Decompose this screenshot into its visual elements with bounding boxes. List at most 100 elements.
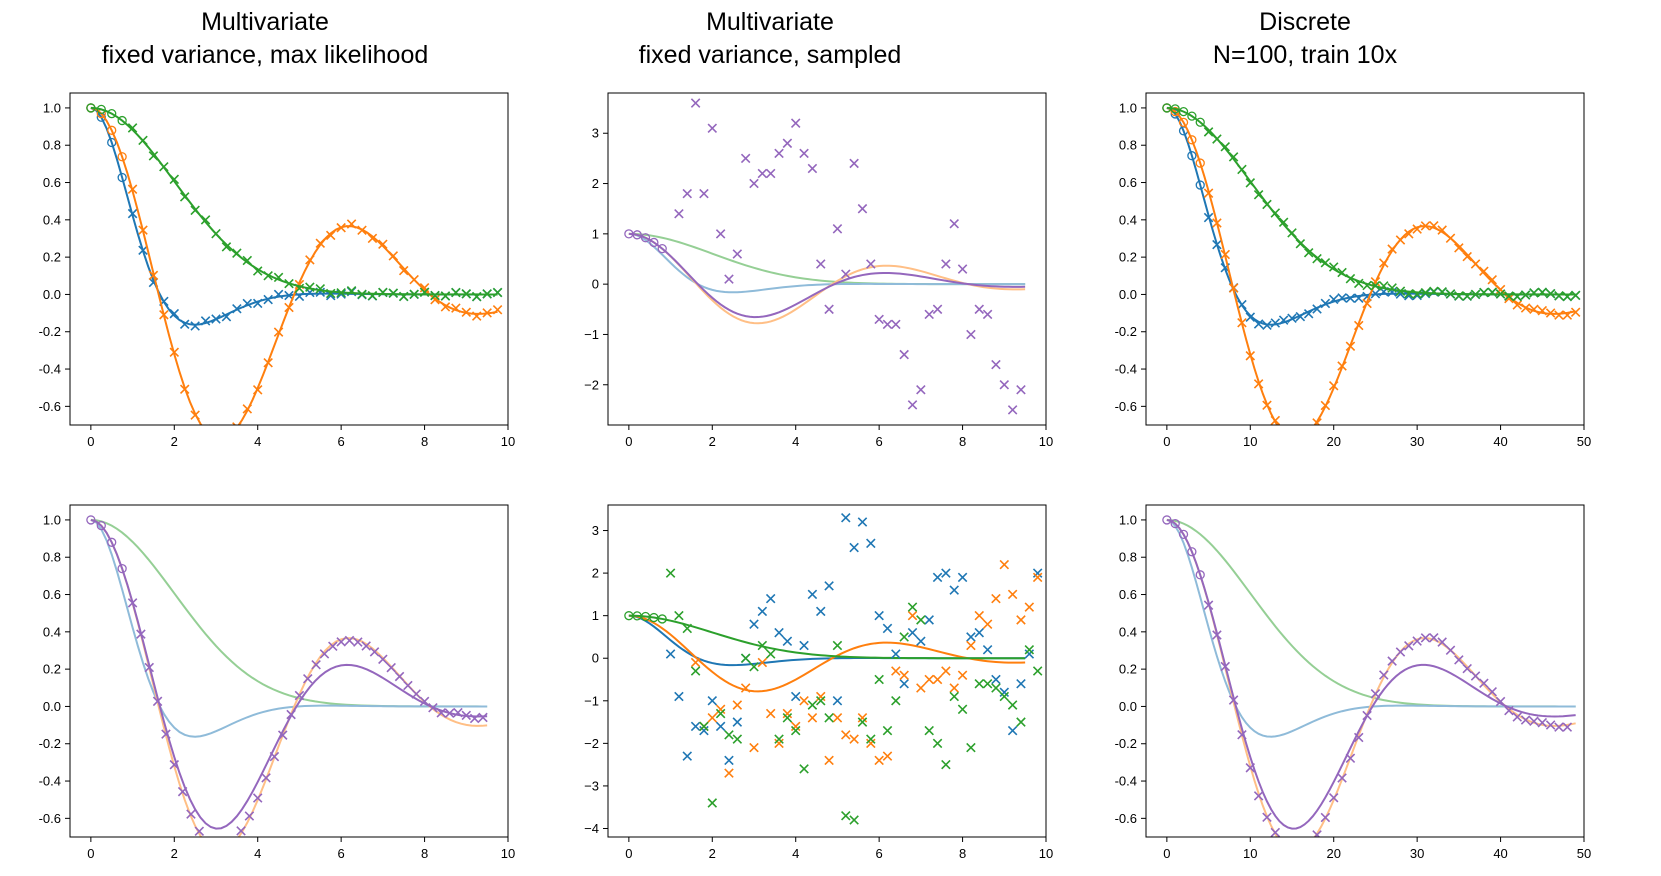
sample-point-green xyxy=(866,734,876,744)
y-tick-label: −1 xyxy=(584,327,599,342)
sample-point-blue xyxy=(732,717,743,727)
data-point-blue xyxy=(169,308,180,319)
data-point-orange xyxy=(1345,341,1356,351)
data-point-orange xyxy=(1429,220,1439,231)
data-point-orange xyxy=(1454,243,1464,253)
data-point-orange xyxy=(201,424,210,425)
plot-area xyxy=(86,515,488,851)
data-point-green xyxy=(294,283,305,294)
y-tick-label: 0 xyxy=(592,651,599,666)
sample-point-blue xyxy=(974,627,985,638)
data-point-green xyxy=(1212,134,1222,144)
chart-panel-row1-col1: 0 2 4 6 8 10 -0.6 -0.4 -0.2 0.0 0.2 0.4 0.6 0.8 1.0 xyxy=(39,92,515,449)
data-point-purple-samples xyxy=(1554,722,1564,732)
y-tick-label: −1 xyxy=(584,693,599,708)
data-point-blue xyxy=(263,294,273,305)
sample-point-purple xyxy=(699,188,709,199)
y-tick-label: -0.6 xyxy=(39,399,61,414)
sample-point-orange xyxy=(1007,589,1018,600)
sample-point-green xyxy=(674,610,684,621)
data-point-orange xyxy=(1304,431,1312,439)
plot-area xyxy=(86,103,503,443)
sample-point-blue xyxy=(665,649,676,659)
data-point-purple-samples xyxy=(1296,848,1304,856)
data-point-purple-samples xyxy=(286,709,296,720)
data-point-blue xyxy=(294,291,305,302)
sample-point-orange xyxy=(740,683,751,693)
sample-point-blue xyxy=(899,679,909,689)
data-point-purple-tail xyxy=(453,707,463,718)
axes-frame xyxy=(1145,92,1585,426)
data-point-purple-samples xyxy=(1395,647,1406,657)
sample-point-purple xyxy=(790,118,801,128)
x-tick-label: 4 xyxy=(792,846,799,861)
axes-frame xyxy=(69,92,509,426)
sample-point-orange xyxy=(874,755,884,766)
y-tick-label: -0.6 xyxy=(1115,811,1137,826)
sample-point-purple xyxy=(715,229,726,239)
series-line-purple xyxy=(628,232,1026,319)
data-point-green xyxy=(1404,288,1414,299)
data-point-purple-samples xyxy=(277,730,288,740)
sample-point-purple xyxy=(941,259,951,269)
data-point-green xyxy=(169,174,180,185)
series-line-green xyxy=(628,614,1026,660)
data-point-purple-samples xyxy=(411,689,421,699)
sample-point-blue xyxy=(832,696,843,706)
data-point-purple-samples xyxy=(1454,655,1464,665)
sample-point-blue xyxy=(1016,679,1026,689)
sample-point-blue xyxy=(866,538,876,549)
data-point-orange xyxy=(1404,229,1414,239)
data-point-purple-samples xyxy=(319,649,330,659)
sample-point-blue xyxy=(699,725,709,736)
x-tick-label: 2 xyxy=(709,434,716,449)
data-point-purple-samples xyxy=(144,662,155,673)
chart-panel-row2-col2: 0 2 4 6 8 10 −4 −3 −2 −1 0 1 2 3 xyxy=(584,504,1053,861)
context-point-green xyxy=(86,103,96,113)
y-tick-label: 0.8 xyxy=(1119,550,1137,565)
context-point-purple xyxy=(117,563,127,574)
y-tick-label: 0 xyxy=(592,277,599,292)
data-point-green xyxy=(1429,286,1439,297)
sample-point-orange xyxy=(941,666,951,676)
data-point-purple-samples xyxy=(1362,710,1372,721)
x-tick-label: 2 xyxy=(709,846,716,861)
sample-point-purple xyxy=(891,319,901,330)
data-point-orange xyxy=(169,347,180,358)
context-point-blue xyxy=(117,172,127,183)
sample-point-green xyxy=(774,734,784,744)
sample-point-blue xyxy=(674,691,684,702)
sample-point-purple xyxy=(732,249,743,259)
sample-point-orange xyxy=(1024,602,1035,612)
sample-point-orange xyxy=(991,593,1001,604)
series-line-green xyxy=(628,232,1026,286)
y-tick-label: 1.0 xyxy=(1119,512,1137,527)
data-point-purple-samples xyxy=(220,843,228,851)
context-point-purple xyxy=(1178,529,1189,540)
data-point-green xyxy=(419,287,430,297)
data-point-green xyxy=(1395,286,1406,296)
y-tick-label: 0.0 xyxy=(43,287,61,302)
data-point-orange xyxy=(461,307,472,318)
data-point-orange xyxy=(212,435,220,443)
y-tick-label: -0.4 xyxy=(1115,362,1137,377)
sample-point-green xyxy=(966,742,976,753)
y-tick-label: 2 xyxy=(592,176,599,191)
sample-point-orange xyxy=(949,683,959,693)
context-point-purple xyxy=(107,537,117,547)
data-point-blue xyxy=(1303,309,1314,319)
sample-point-green xyxy=(799,764,809,774)
sample-point-blue xyxy=(765,593,776,604)
data-point-purple-samples xyxy=(1288,846,1296,854)
data-point-green xyxy=(336,288,346,298)
data-point-orange xyxy=(1245,351,1256,361)
y-tick-label: −3 xyxy=(584,778,599,793)
sample-point-purple xyxy=(924,309,934,320)
sample-point-blue xyxy=(790,691,801,702)
data-point-green xyxy=(1253,190,1264,200)
data-point-purple-samples xyxy=(1279,839,1287,847)
sample-point-orange xyxy=(824,755,834,766)
context-point-purple xyxy=(632,230,642,240)
data-point-purple-samples xyxy=(1370,689,1381,699)
data-point-blue xyxy=(1287,313,1297,323)
